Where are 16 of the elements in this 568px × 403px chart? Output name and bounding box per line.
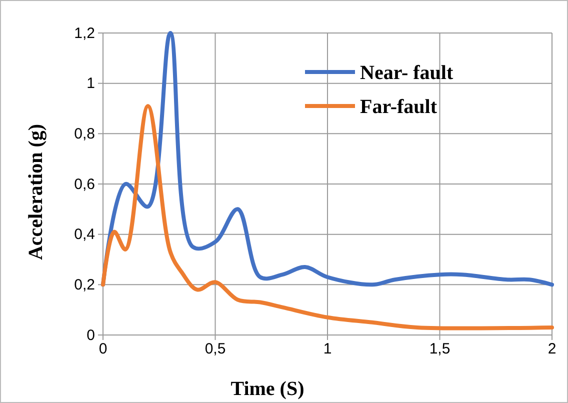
- x-tick-label: 1,5: [429, 340, 450, 358]
- x-tick-label: 2: [548, 340, 556, 358]
- y-tick-label: 0,6: [74, 176, 95, 193]
- y-tick-label: 1: [86, 75, 95, 92]
- y-axis-title: Acceleration (g): [25, 124, 47, 260]
- y-tick-label: 0,4: [74, 226, 95, 244]
- y-tick-label: 0,8: [74, 125, 95, 142]
- y-tick-label: 0,2: [74, 276, 95, 294]
- y-tick-label: 1,2: [74, 24, 95, 42]
- x-tick-label: 0: [98, 340, 108, 358]
- x-axis-title: Time (S): [230, 378, 304, 400]
- x-tick-label: 1: [323, 340, 332, 358]
- y-tick-label: 0: [86, 326, 95, 344]
- legend-label: Near- fault: [360, 62, 454, 84]
- x-tick-label: 0,5: [204, 340, 226, 358]
- legend-label: Far-fault: [360, 96, 438, 118]
